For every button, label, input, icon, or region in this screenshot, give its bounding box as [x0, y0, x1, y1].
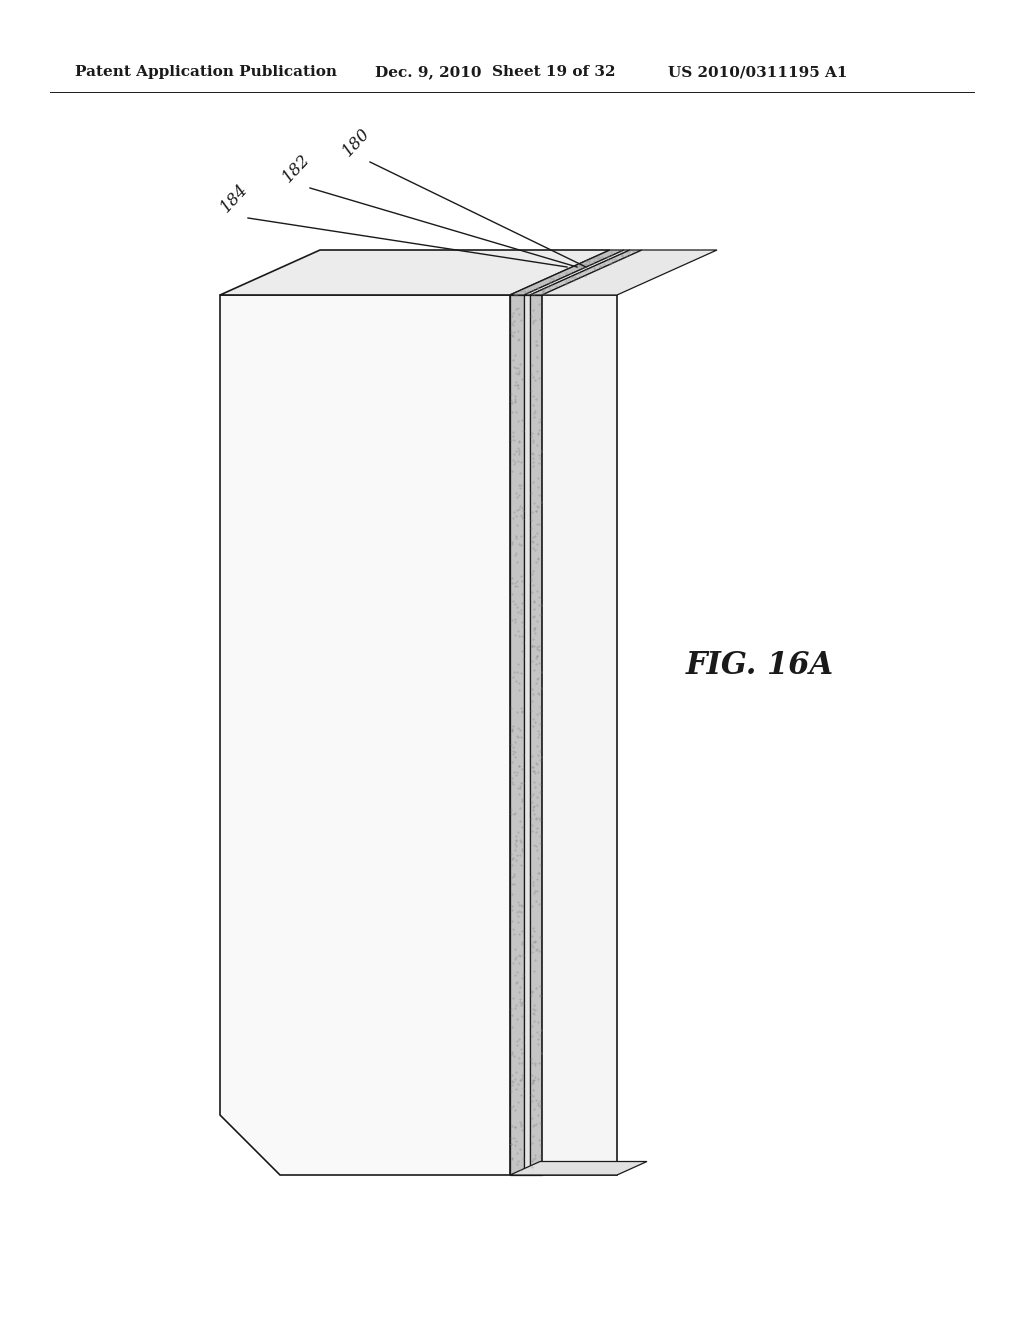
Polygon shape [542, 294, 617, 1175]
Polygon shape [510, 294, 524, 1175]
Polygon shape [510, 249, 624, 294]
Polygon shape [542, 249, 717, 294]
Polygon shape [510, 1162, 647, 1175]
Text: Sheet 19 of 32: Sheet 19 of 32 [492, 65, 615, 79]
Polygon shape [530, 294, 542, 1175]
Polygon shape [220, 294, 510, 1175]
Text: 184: 184 [217, 181, 251, 215]
Text: Dec. 9, 2010: Dec. 9, 2010 [375, 65, 481, 79]
Text: 182: 182 [279, 150, 313, 185]
Polygon shape [524, 249, 630, 294]
Text: US 2010/0311195 A1: US 2010/0311195 A1 [668, 65, 848, 79]
Text: Patent Application Publication: Patent Application Publication [75, 65, 337, 79]
Text: 180: 180 [339, 124, 373, 160]
Polygon shape [220, 249, 610, 294]
Text: FIG. 16A: FIG. 16A [686, 649, 835, 681]
Polygon shape [524, 294, 530, 1175]
Polygon shape [530, 249, 642, 294]
